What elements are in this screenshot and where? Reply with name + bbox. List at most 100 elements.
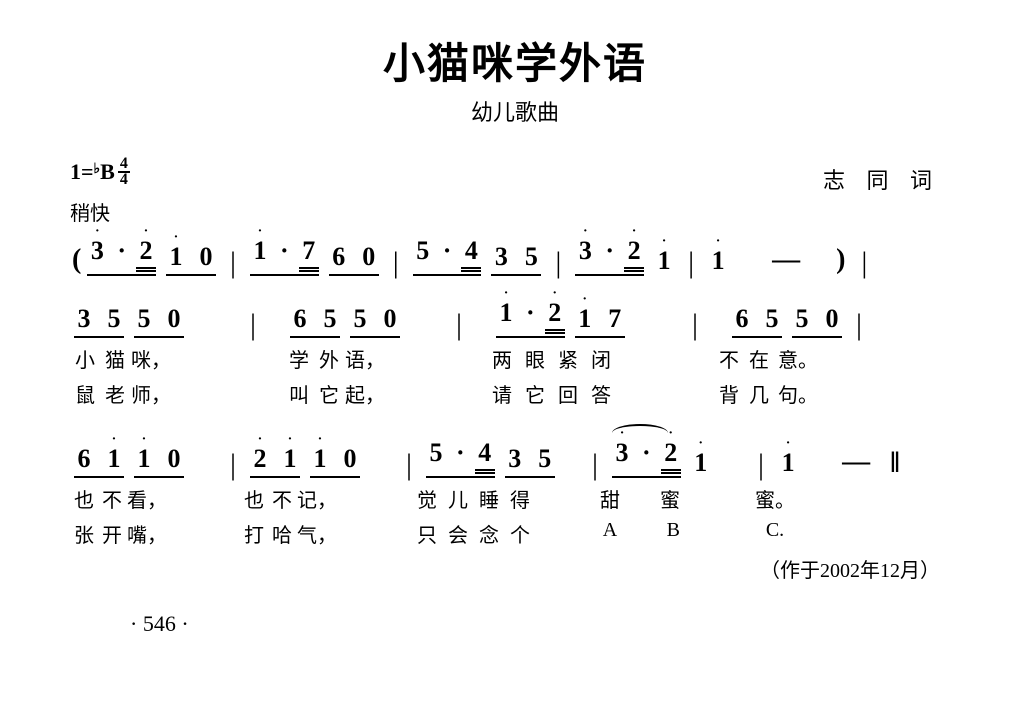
lyric: 答 [586,379,616,408]
lyrics-line-2a: 小猫咪， 学外语， 两眼紧闭 不在意。 [70,344,960,373]
lyrics-line-3b: 张开嘴， 打哈气， 只会念个 AB C. [70,519,960,548]
barline: | [851,248,877,278]
lyric: 蜜。 [750,484,800,513]
note: 2 [628,236,641,266]
lyric: 打 [240,519,268,548]
double-barline: ‖ [884,448,904,478]
lyric: 气， [296,519,338,548]
song-subtitle: 幼儿歌曲 [70,95,960,127]
note: 5 [324,304,337,334]
time-signature: 4 4 [118,157,130,187]
lyric: 张 [70,519,98,548]
note: 1 [170,242,183,272]
sheet-music-page: 小猫咪学外语 幼儿歌曲 1=♭B 4 4 志 同 词 稍快 ( ·3· ·2 ·… [0,0,1030,657]
lyric: 不 [714,344,744,373]
note: 1 [712,246,725,276]
measure: 5· 4 3 5 [422,438,582,478]
dot: · [443,236,452,272]
note: 2 [254,444,267,474]
barline: | [682,310,708,340]
note: 1 [138,444,151,474]
note: 1 [578,304,591,334]
lyric: 起， [344,379,386,408]
barline: | [678,248,704,278]
lyric: 觉 [410,484,444,513]
lyric: 背 [714,379,744,408]
note: 5 [538,444,551,474]
measure: 6 5 5 0 [708,304,846,338]
note: 3 [91,236,104,266]
lyric: 哈 [268,519,296,548]
lyric: C. [750,519,800,548]
barline: | [220,450,246,480]
measure: ·3· ·2 ·1 [571,236,678,276]
note: 6 [736,304,749,334]
lyric: 嘴， [126,519,168,548]
tempo-marking: 稍快 [70,197,960,226]
music-line-intro: ( ·3· ·2 ·1 0 | ·1· 7 6 0 | 5· [70,236,960,276]
song-title: 小猫咪学外语 [70,30,960,91]
measure: ·3· ·2 ·1 [608,438,748,478]
lyrics-line-3a: 也不看， 也不记， 觉儿睡得 甜蜜 蜜。 [70,484,960,513]
measure: 3 5 5 0 [70,304,240,338]
lyric: 小 [70,344,100,373]
note: 0 [384,304,397,334]
note: 6 [332,242,345,272]
flat-sign: ♭ [94,161,101,178]
lyric: 在 [744,344,774,373]
key-signature: 1=♭B 4 4 [70,157,130,187]
note: 0 [344,444,357,474]
lyric: 甜 [590,484,630,513]
lyric: 不 [98,484,126,513]
music-line-2: 3 5 5 0 | 6 5 5 0 | ·1· ·2 [70,298,960,338]
lyrics-line-2b: 鼠老师， 叫它起， 请它回答 背几句。 [70,379,960,408]
note: 0 [168,444,181,474]
measure: ·1· 7 6 0 [246,236,383,276]
note: 3 [579,236,592,266]
lyric: 不 [268,484,296,513]
note: 6 [78,444,91,474]
key-prefix: 1= [70,159,94,185]
page-number: · 546 · [130,611,960,637]
note: 1 [658,246,671,276]
lyric: 学 [284,344,314,373]
measure: ·1· ·2 ·1 7 [472,298,682,338]
lyric: 猫 [100,344,130,373]
note: 5 [525,242,538,272]
note: 4 [478,438,491,468]
note: 3 [78,304,91,334]
lyric: 回 [550,379,586,408]
lyric: 师， [130,379,172,408]
music-line-3: 6 ·1 ·1 0 | ·2 ·1 ·1 0 | 5· 4 [70,438,960,478]
note: 2 [548,298,561,328]
note: 1 [782,448,795,478]
lyric: 记， [296,484,338,513]
note: 4 [465,236,478,266]
lyric: 开 [98,519,126,548]
lyric: 个 [506,519,534,548]
barline: | [446,310,472,340]
note: 1 [694,448,707,478]
dot: · [117,236,126,272]
dot: · [456,438,465,474]
close-paren: ) [834,244,847,276]
note: 3 [495,242,508,272]
note: 1 [254,236,267,266]
note: 5 [138,304,151,334]
dash: — [768,244,804,276]
note: 7 [608,304,621,334]
note: 0 [362,242,375,272]
lyric: 鼠 [70,379,100,408]
lyric: 咪， [130,344,172,373]
lyric: 看， [126,484,168,513]
lyric: 睡 [472,484,506,513]
barline: | [383,248,409,278]
barline: | [240,310,266,340]
barline: | [582,450,608,480]
note: 5 [416,236,429,266]
measure: 6 ·1 ·1 0 [70,444,220,478]
dot: · [605,236,614,272]
dot: · [642,438,651,474]
lyric: 它 [520,379,550,408]
barline: | [846,310,872,340]
